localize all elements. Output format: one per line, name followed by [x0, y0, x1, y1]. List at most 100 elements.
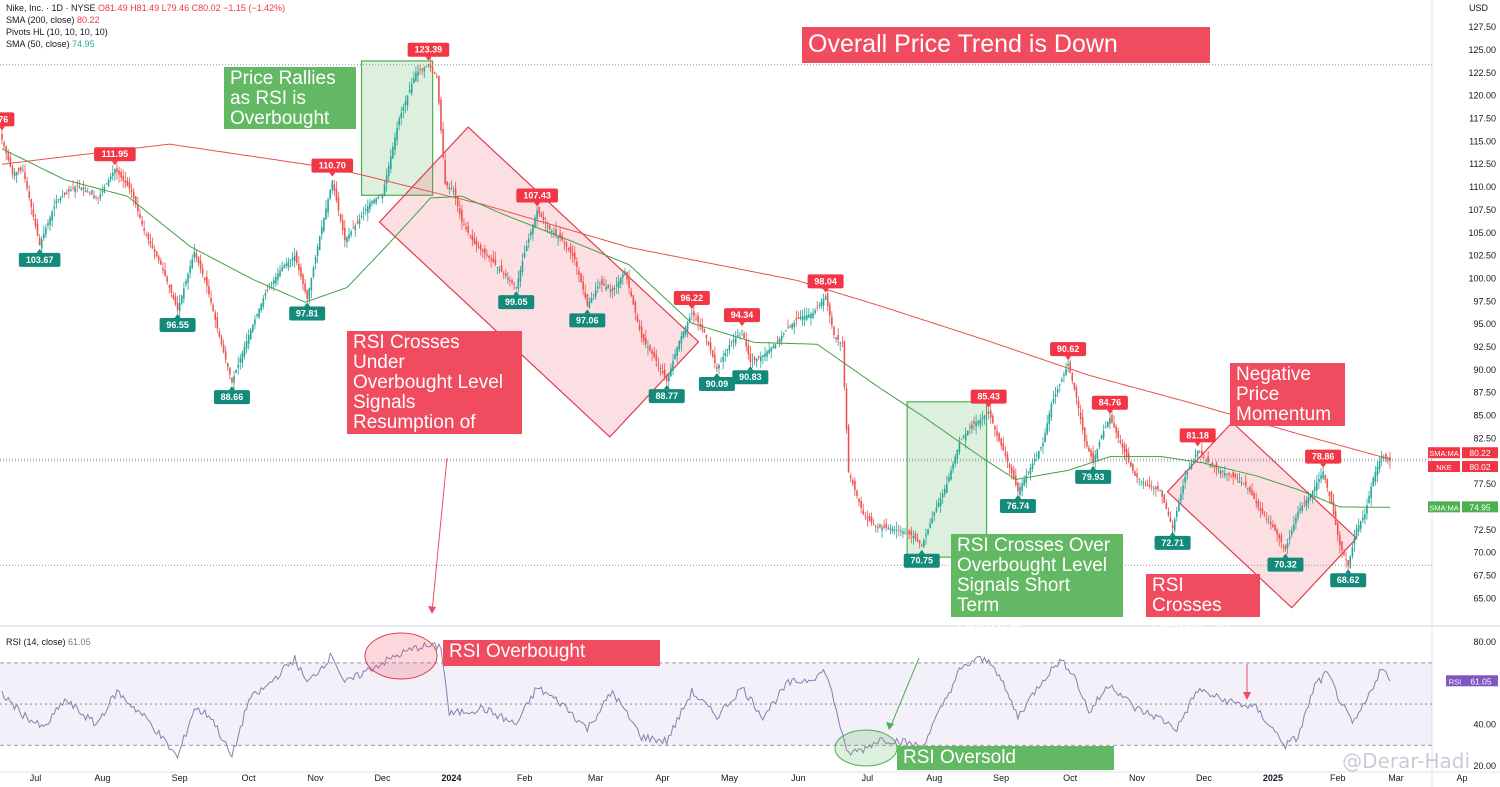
candle-body	[216, 317, 219, 329]
candle-body	[241, 352, 244, 363]
candle-body	[1286, 543, 1289, 549]
candle-body	[1015, 475, 1017, 486]
sma50-legend[interactable]: SMA (50, close) 74.95	[6, 38, 285, 50]
candle-body	[946, 484, 948, 493]
candle-body	[132, 191, 135, 199]
candle-body	[599, 283, 601, 284]
pivot-low-label: 72.71	[1161, 538, 1184, 548]
candle-body	[916, 538, 919, 541]
candle-body	[101, 190, 104, 192]
candle-body	[350, 231, 352, 236]
candle-body	[1123, 444, 1126, 453]
candle-body	[107, 180, 110, 187]
candle-body	[1025, 475, 1028, 483]
candle-body	[461, 210, 463, 222]
candle-body	[300, 266, 302, 278]
candle-body	[828, 304, 831, 316]
candle-body	[1178, 502, 1180, 511]
candle-body	[1010, 467, 1013, 474]
candle-body	[609, 289, 612, 292]
candle-body	[235, 370, 237, 374]
candle-body	[659, 368, 662, 370]
rsi-tick-label: 40.00	[1473, 720, 1496, 730]
sma200-legend[interactable]: SMA (200, close) 80.22	[6, 14, 285, 26]
candle-body	[569, 246, 572, 253]
time-tick-label: Apr	[656, 773, 670, 783]
candle-body	[728, 345, 731, 350]
pivots-legend[interactable]: Pivots HL (10, 10, 10, 10)	[6, 26, 285, 38]
candle-body	[1035, 455, 1038, 457]
candle-body	[53, 206, 56, 209]
candle-body	[674, 354, 676, 360]
candle-body	[1012, 469, 1015, 480]
candle-body	[51, 211, 53, 221]
candle-body	[32, 209, 35, 217]
candle-body	[1385, 453, 1387, 459]
candle-body	[858, 498, 860, 503]
ohlc-readout: O81.49 H81.49 L79.46 C80.02 −1.15 (−1.42…	[98, 3, 286, 13]
candle-body	[992, 415, 994, 424]
pivot-high-label: 107.43	[523, 191, 551, 201]
candle-body	[1334, 511, 1337, 525]
candle-body	[686, 322, 689, 331]
candle-body	[1209, 464, 1212, 467]
candle-body	[408, 89, 411, 92]
rally-line: Overbought	[230, 108, 330, 129]
price-tag-name: SMA:MA	[1429, 449, 1459, 458]
candle-body	[1109, 417, 1111, 424]
candle-body	[354, 225, 357, 231]
pivot-low-tag	[1330, 573, 1367, 588]
candle-body	[1303, 502, 1306, 503]
candle-body	[166, 276, 168, 282]
rsi-legend[interactable]: RSI (14, close) 61.05	[6, 636, 91, 648]
candle-body	[446, 181, 449, 186]
candle-body	[920, 544, 923, 546]
pivot-low-tag	[903, 553, 940, 568]
candle-body	[76, 185, 79, 186]
candle-body	[960, 439, 963, 441]
candle-body	[57, 199, 60, 201]
pivot-low-label: 90.83	[739, 372, 762, 382]
candle-body	[653, 352, 655, 358]
pivot-low-tag	[648, 389, 685, 404]
candle-body	[1326, 479, 1329, 488]
candle-body	[977, 421, 979, 424]
candle-body	[1219, 470, 1222, 474]
candle-body	[724, 353, 727, 357]
candle-body	[1345, 559, 1347, 561]
candle-body	[567, 247, 570, 250]
candle-body	[649, 345, 651, 351]
candle-body	[362, 212, 365, 214]
candle-body	[1290, 530, 1293, 535]
candle-body	[1142, 482, 1145, 484]
candle-body	[504, 273, 507, 277]
candle-body	[1274, 524, 1276, 531]
time-tick-label: Mar	[588, 773, 604, 783]
price-tag-name-box	[1428, 447, 1460, 459]
pivot-high-tag	[723, 308, 760, 323]
candle-body	[1240, 482, 1243, 484]
candle-body	[751, 361, 754, 362]
candle-body	[440, 99, 442, 131]
candle-body	[1019, 487, 1021, 495]
candle-body	[1309, 494, 1312, 499]
pivot-pointer	[1065, 356, 1072, 361]
candle-body	[634, 301, 637, 313]
candle-body	[1355, 528, 1358, 538]
pivot-low-label: 68.62	[1337, 575, 1360, 585]
candle-body	[718, 365, 720, 369]
candle-body	[1100, 435, 1103, 439]
candle-body	[120, 171, 122, 178]
candle-body	[987, 411, 990, 414]
pivot-high-tag	[1305, 449, 1342, 464]
candle-body	[774, 344, 777, 349]
watermark: @Derar-Hadi	[1342, 749, 1470, 773]
crosses-over-line: Bounce	[957, 615, 1022, 636]
candle-body	[883, 525, 885, 528]
rsi-line	[1, 641, 1391, 760]
candle-body	[670, 367, 672, 377]
candle-body	[1284, 545, 1287, 550]
pivot-high-label: 90.62	[1057, 344, 1080, 354]
candle-body	[582, 281, 584, 290]
candle-body	[596, 286, 599, 289]
